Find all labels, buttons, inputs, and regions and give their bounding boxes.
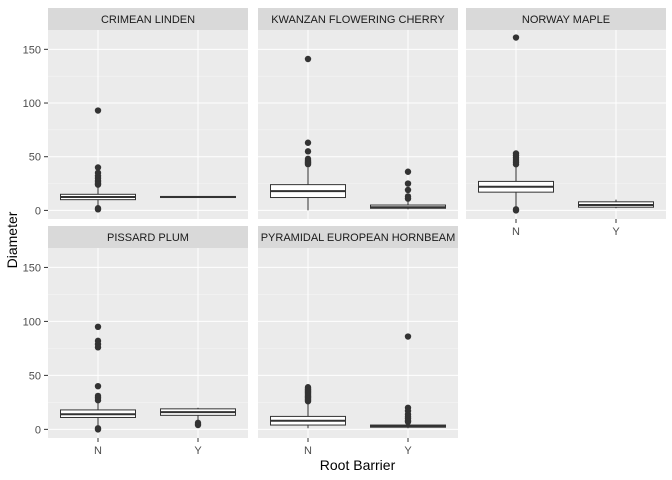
outlier-point xyxy=(94,344,102,351)
facet-strip xyxy=(48,226,248,248)
outlier-point xyxy=(404,195,412,202)
box-Y xyxy=(370,333,446,429)
facet-strip-label: NORWAY MAPLE xyxy=(522,14,610,26)
facet-panel: KWANZAN FLOWERING CHERRY xyxy=(258,8,458,219)
outlier-point xyxy=(94,107,102,114)
facet-strip-label: PISSARD PLUM xyxy=(107,232,189,244)
facet-panel: PYRAMIDAL EUROPEAN HORNBEAM N Y xyxy=(258,226,458,457)
x-axis-title: Root Barrier xyxy=(320,457,396,473)
y-tick-label: 0 xyxy=(35,424,41,436)
facet-strip xyxy=(466,8,666,30)
outlier-point xyxy=(94,164,102,171)
outlier-point xyxy=(404,186,412,194)
y-axis-title: Diameter xyxy=(4,211,20,268)
y-tick-label: 50 xyxy=(29,370,41,382)
outlier-point xyxy=(512,34,520,41)
outlier-point xyxy=(404,168,412,175)
outlier-point xyxy=(304,55,312,63)
box-N xyxy=(270,55,346,211)
x-tick-label: N xyxy=(512,226,520,238)
facet-strip-label: KWANZAN FLOWERING CHERRY xyxy=(271,14,445,26)
outlier-point xyxy=(94,426,102,433)
x-tick-label: N xyxy=(304,445,312,457)
facet-strip xyxy=(258,226,458,248)
facet-strip-label: PYRAMIDAL EUROPEAN HORNBEAM xyxy=(261,232,456,244)
facet-strip-label: CRIMEAN LINDEN xyxy=(101,14,195,26)
panel-background xyxy=(48,248,248,438)
outlier-point xyxy=(94,382,102,390)
outlier-point xyxy=(304,398,312,405)
facet-strip xyxy=(258,8,458,30)
facet-panel: CRIMEAN LINDEN 0 50 100 150 xyxy=(23,8,248,219)
y-tick-label: 100 xyxy=(23,98,41,110)
outlier-point xyxy=(304,161,312,168)
outlier-point xyxy=(512,161,520,168)
panel-background xyxy=(48,30,248,219)
outlier-point xyxy=(304,139,312,146)
box-N xyxy=(60,323,136,433)
box-Y xyxy=(160,407,236,429)
outlier-point xyxy=(194,421,202,429)
outlier-point xyxy=(94,206,102,213)
box-N xyxy=(478,34,554,214)
facet-panel: PISSARD PLUM 0 50 100 150 N Y xyxy=(23,226,248,457)
x-tick-label: Y xyxy=(404,445,412,457)
facet-strip xyxy=(48,8,248,30)
x-tick-label: Y xyxy=(612,226,620,238)
panel-background xyxy=(258,248,458,438)
box-Y xyxy=(160,195,236,199)
outlier-point xyxy=(512,207,520,214)
box-N xyxy=(60,107,136,213)
x-tick-label: N xyxy=(94,445,102,457)
outlier-point xyxy=(94,397,102,404)
box-Y xyxy=(578,199,654,209)
y-tick-label: 150 xyxy=(23,262,41,274)
y-tick-label: 50 xyxy=(29,152,41,164)
outlier-point xyxy=(94,323,102,331)
outlier-point xyxy=(304,148,312,155)
y-tick-label: 100 xyxy=(23,316,41,328)
box-N xyxy=(270,384,346,429)
outlier-point xyxy=(404,180,412,187)
outlier-point xyxy=(94,181,102,188)
box-Y xyxy=(370,168,446,210)
facet-panel: NORWAY MAPLE N Y xyxy=(466,8,666,238)
y-tick-label: 150 xyxy=(23,44,41,56)
outlier-point xyxy=(404,418,412,426)
x-tick-label: Y xyxy=(194,445,202,457)
y-tick-label: 0 xyxy=(35,205,41,217)
outlier-point xyxy=(404,333,412,340)
